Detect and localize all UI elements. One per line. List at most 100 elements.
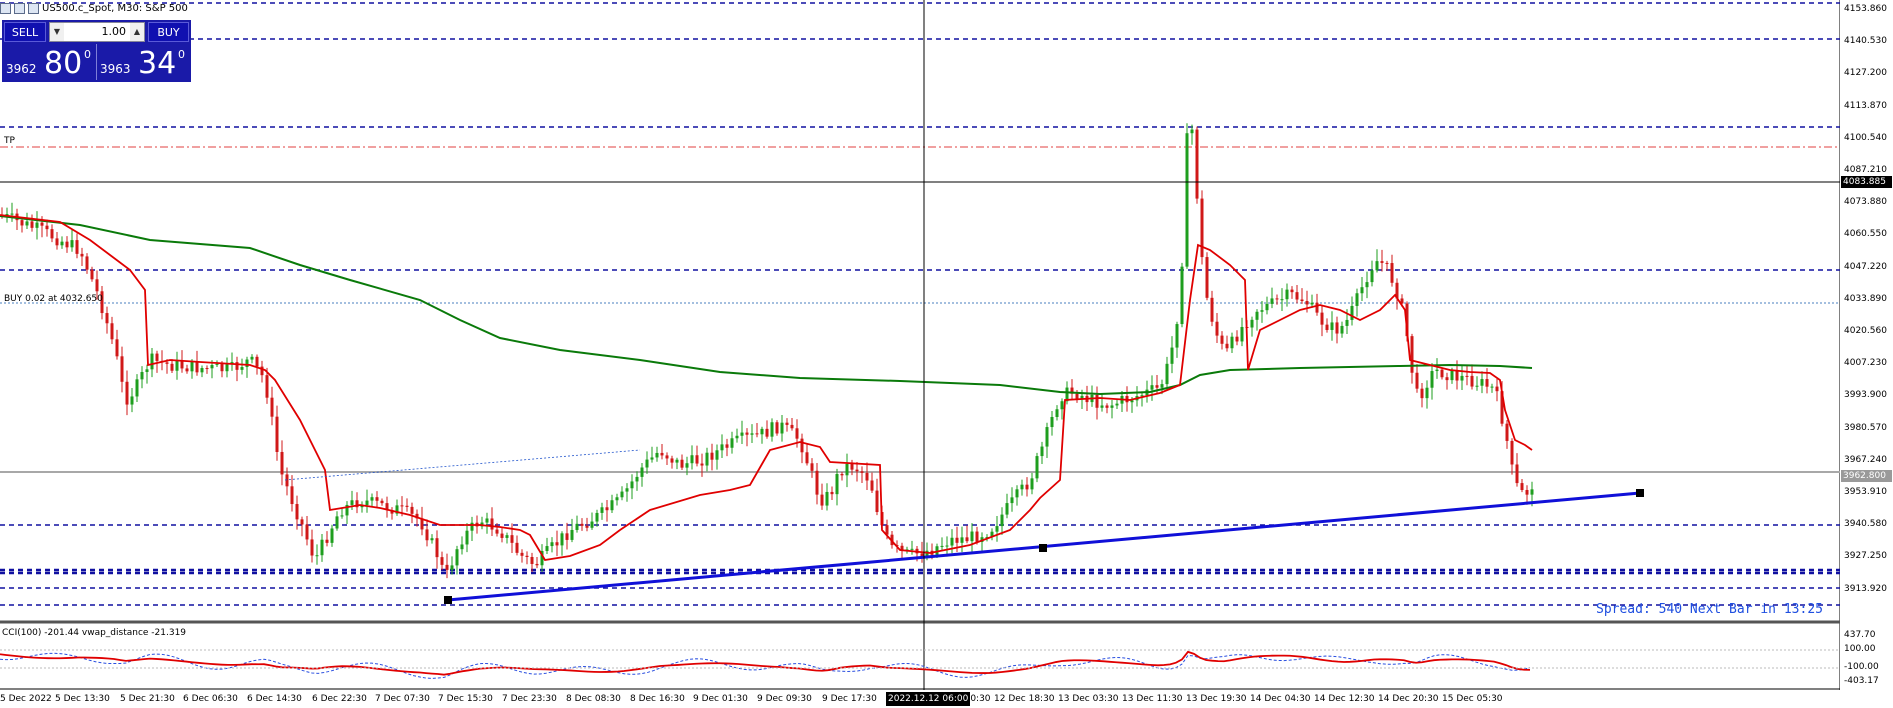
candle-body xyxy=(1080,395,1084,399)
candle-body xyxy=(1400,298,1404,304)
candle-body xyxy=(595,512,599,522)
candle-body xyxy=(645,459,649,468)
price-axis-label: 4113.870 xyxy=(1844,100,1887,111)
candle-body xyxy=(705,452,709,466)
candle-body xyxy=(125,381,129,405)
spread-info: Spread: 540 Next Bar in 13:25 xyxy=(1596,602,1823,617)
price-axis-label: 4100.540 xyxy=(1844,132,1887,143)
candle-body xyxy=(1190,129,1194,134)
candle-body xyxy=(585,525,589,528)
candle-body xyxy=(1420,388,1424,399)
candle-body xyxy=(1280,299,1284,301)
candle-body xyxy=(1015,489,1019,498)
candle-body xyxy=(1470,375,1474,387)
candle-body xyxy=(510,535,514,543)
candle-body xyxy=(30,221,34,228)
chart-header: US500.c_Spot, M30: S&P 500 xyxy=(0,0,188,16)
lot-decrease-button[interactable]: ▼ xyxy=(50,23,64,41)
candle-body xyxy=(1150,385,1154,390)
candle-body xyxy=(1460,375,1464,381)
candle-body xyxy=(665,455,669,459)
candle-body xyxy=(1035,456,1039,479)
candle-body xyxy=(135,379,139,397)
chart-area[interactable]: US500.c_Spot, M30: S&P 500 SELL ▼ 1.00 ▲… xyxy=(0,0,1840,690)
candle-body xyxy=(1260,310,1264,312)
lot-increase-button[interactable]: ▲ xyxy=(130,23,144,41)
candle-body xyxy=(55,238,59,246)
candle-body xyxy=(1415,372,1419,389)
candle-body xyxy=(155,353,159,361)
candle-body xyxy=(420,518,424,530)
time-axis[interactable]: 5 Dec 2022 5 Dec 13:30 5 Dec 21:30 6 Dec 06… xyxy=(0,690,1893,708)
time-axis-label: 6 Dec 14:30 xyxy=(247,694,302,704)
candle-body xyxy=(290,486,294,505)
buy-price[interactable]: 3963 34 0 xyxy=(98,44,188,80)
candle-body xyxy=(615,497,619,501)
candle-body xyxy=(305,524,309,540)
price-chart[interactable] xyxy=(0,0,1840,690)
crosshair-price-tag: 4083.885 xyxy=(1841,176,1892,188)
candle-body xyxy=(1475,385,1479,387)
candle-body xyxy=(1325,324,1329,330)
candle-body xyxy=(65,241,69,248)
buy-price-fraction: 0 xyxy=(178,48,185,61)
candle-body xyxy=(1075,393,1079,399)
candle-body xyxy=(965,537,969,542)
sell-price[interactable]: 3962 80 0 xyxy=(4,44,94,80)
candle-body xyxy=(825,491,829,506)
candle-body xyxy=(1060,401,1064,410)
candle-body xyxy=(485,518,489,523)
chart-grid xyxy=(0,0,1840,690)
candle-body xyxy=(1175,324,1179,348)
candle-body xyxy=(1495,386,1499,392)
sell-button[interactable]: SELL xyxy=(4,22,46,42)
candle-body xyxy=(85,256,89,270)
candle-body xyxy=(1185,133,1189,267)
candle-body xyxy=(795,428,799,439)
price-axis[interactable]: 4153.860 4140.530 4127.200 4113.870 4100.540… xyxy=(1840,0,1893,690)
lot-size-value: 1.00 xyxy=(101,25,127,38)
candle-body xyxy=(570,529,574,540)
candle-body xyxy=(455,549,459,566)
candle-body xyxy=(860,471,864,473)
candle-body xyxy=(1410,336,1414,373)
candle-body xyxy=(495,529,499,534)
candle-body xyxy=(1130,400,1134,403)
candle-body xyxy=(1485,379,1489,387)
candle-body xyxy=(130,396,134,405)
candle-body xyxy=(1025,484,1029,490)
candle-body xyxy=(165,362,169,364)
candle-body xyxy=(35,222,39,228)
candle-body xyxy=(755,433,759,435)
price-axis-label: 4060.550 xyxy=(1844,229,1887,240)
candle-body xyxy=(735,435,739,439)
candle-body xyxy=(855,469,859,472)
symbol-icon xyxy=(0,2,11,14)
candle-body xyxy=(240,367,244,370)
candle-body xyxy=(1350,305,1354,320)
candle-body xyxy=(1040,446,1044,457)
time-axis-label: 14 Dec 04:30 xyxy=(1250,694,1311,704)
price-axis-label: 3993.900 xyxy=(1844,390,1887,401)
candle-body xyxy=(1345,319,1349,326)
candle-body xyxy=(815,470,819,495)
candle-body xyxy=(390,510,394,514)
candle-body xyxy=(685,463,689,468)
candle-body xyxy=(1305,301,1309,305)
candle-body xyxy=(370,497,374,501)
candle-body xyxy=(730,438,734,448)
candle-body xyxy=(630,481,634,489)
chart-title: US500.c_Spot, M30: S&P 500 xyxy=(42,2,188,14)
candle-body xyxy=(525,555,529,557)
lot-size-input[interactable]: ▼ 1.00 ▲ xyxy=(49,22,145,42)
candle-body xyxy=(1530,489,1534,495)
candle-body xyxy=(515,542,519,553)
buy-button[interactable]: BUY xyxy=(148,22,189,42)
candle-body xyxy=(940,545,944,547)
candle-body xyxy=(590,521,594,528)
candle-body xyxy=(840,473,844,476)
candle-body xyxy=(775,422,779,434)
cci-blue-line xyxy=(0,652,1531,679)
candle-body xyxy=(925,550,929,557)
candle-body xyxy=(765,428,769,437)
